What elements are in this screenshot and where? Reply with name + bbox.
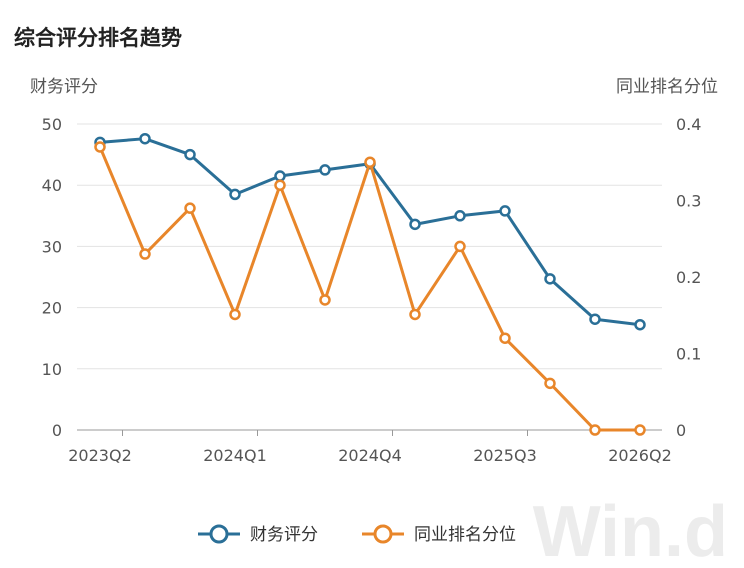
y-left-tick-label: 10: [42, 360, 62, 379]
data-point-1: [274, 179, 286, 191]
legend[interactable]: 财务评分 同业排名分位: [198, 524, 516, 545]
data-point-0: [274, 170, 286, 182]
data-point-1: [94, 141, 106, 153]
data-point-0: [409, 218, 421, 231]
data-point-1: [544, 377, 556, 390]
legend-label-peer-rank-percentile: 同业排名分位: [414, 525, 516, 545]
data-point-1: [364, 156, 376, 168]
x-tick-label: 2026Q2: [608, 446, 672, 465]
y-right-tick-label: 0.4: [676, 115, 701, 134]
data-point-0: [139, 132, 151, 145]
x-tick-label: 2024Q4: [338, 446, 402, 465]
data-point-0: [454, 210, 466, 222]
data-point-0: [184, 148, 196, 161]
y-right-tick-label: 0.2: [676, 268, 701, 287]
y-left-tick-label: 40: [42, 176, 62, 195]
chart-title: 综合评分排名趋势: [14, 26, 182, 50]
data-point-0: [589, 313, 601, 325]
data-point-1: [139, 248, 151, 260]
series-layer: [94, 132, 646, 436]
data-point-0: [229, 188, 241, 201]
data-point-1: [319, 294, 331, 306]
data-point-1: [409, 308, 421, 321]
y-left-tick-label: 30: [42, 237, 62, 256]
legend-item-peer-rank-percentile[interactable]: 同业排名分位: [362, 524, 516, 545]
data-point-0: [634, 318, 646, 331]
y-axis-left-label: 财务评分: [30, 77, 98, 97]
x-tick-label: 2024Q1: [203, 446, 267, 465]
watermark: Win.d: [533, 492, 728, 568]
gridlines: [77, 123, 662, 431]
data-point-0: [544, 273, 556, 285]
y-right-tick-label: 0: [676, 421, 686, 440]
data-point-1: [454, 240, 466, 253]
data-point-0: [319, 164, 331, 176]
data-point-1: [229, 308, 241, 321]
data-point-1: [634, 424, 646, 436]
y-axis-right-label: 同业排名分位: [616, 77, 718, 97]
data-point-1: [184, 202, 196, 214]
y-right-tick-label: 0.1: [676, 345, 701, 364]
y-right-tick-label: 0.3: [676, 192, 701, 211]
x-tick-label: 2023Q2: [68, 446, 132, 465]
y-left-tick-label: 50: [42, 115, 62, 134]
y-left-tick-label: 0: [52, 421, 62, 440]
x-tick-label: 2025Q3: [473, 446, 537, 465]
legend-item-financial-score[interactable]: 财务评分: [198, 524, 318, 545]
data-point-1: [589, 424, 601, 436]
y-axis-left-ticks: 0 10 20 30 40 50: [42, 115, 62, 440]
x-axis: 2023Q2 2024Q1 2024Q4 2025Q3 2026Q2: [68, 430, 672, 465]
y-axis-right-ticks: 0 0.1 0.2 0.3 0.4: [676, 115, 701, 440]
legend-label-financial-score: 财务评分: [250, 525, 318, 545]
y-left-tick-label: 20: [42, 299, 62, 318]
data-point-0: [499, 205, 511, 217]
data-point-1: [499, 332, 511, 344]
